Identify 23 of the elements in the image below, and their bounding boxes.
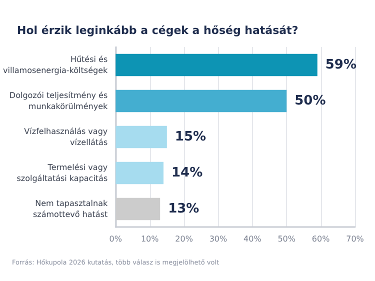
bar [116,162,164,184]
chart-title: Hol érzik leginkább a cégek a hőség hatását? [17,24,298,37]
x-tick-label: 20% [175,234,194,244]
bar [116,54,318,76]
x-tick-label: 50% [278,234,296,244]
x-tick-label: 60% [312,234,330,244]
x-tick-label: 0% [109,234,122,244]
data-label: 50% [294,94,326,108]
data-label: 13% [168,202,200,216]
data-label: 59% [325,58,357,72]
y-tick-label: Vízfelhasználás vagy vízellátás [24,127,108,147]
y-tick-label: Dolgozói teljesítmény és munkakörülmények [9,91,108,111]
y-tick-label: Nem tapasztalnak számottevő hatást [32,199,108,219]
bar [116,126,167,148]
x-tick-label: 70% [346,234,364,244]
x-tick-label: 40% [244,234,262,244]
data-label: 15% [174,130,206,144]
y-tick-label: Termelési vagy szolgáltatási kapacitás [16,163,108,183]
x-tick-label: 10% [140,234,160,244]
y-tick-label: Hűtési és villamosenergia-költségek [2,55,108,75]
bar [116,90,287,112]
data-label: 14% [172,166,203,180]
x-tick-label: 30% [209,234,228,244]
